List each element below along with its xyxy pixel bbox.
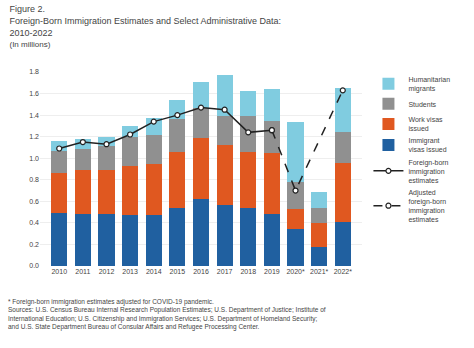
svg-text:2022*: 2022* [334, 268, 353, 275]
svg-text:Adjustedforeign-bornimmigratio: Adjustedforeign-bornimmigrationestimates [408, 189, 446, 223]
svg-text:2017: 2017 [217, 268, 233, 275]
svg-text:2011: 2011 [75, 268, 90, 275]
svg-text:0.2: 0.2 [29, 241, 39, 248]
svg-text:2012: 2012 [99, 268, 115, 275]
svg-text:1.0: 1.0 [29, 155, 39, 162]
svg-text:2014: 2014 [146, 268, 162, 275]
svg-text:Immigrantvisas issued: Immigrantvisas issued [408, 137, 446, 153]
svg-text:2019: 2019 [264, 268, 280, 275]
svg-text:1.4: 1.4 [29, 112, 39, 119]
svg-text:2015: 2015 [170, 268, 186, 275]
svg-text:2013: 2013 [122, 268, 138, 275]
svg-text:Foreign-bornimmigrationestimat: Foreign-bornimmigrationestimates [408, 159, 448, 184]
svg-text:Humanitarianmigrants: Humanitarianmigrants [408, 76, 450, 93]
svg-text:2020*: 2020* [286, 268, 305, 275]
svg-text:2016: 2016 [193, 268, 209, 275]
svg-text:1.2: 1.2 [29, 133, 39, 140]
svg-text:2010: 2010 [51, 268, 67, 275]
svg-text:* Foreign-born immigration est: * Foreign-born immigration estimates adj… [8, 298, 326, 331]
svg-text:Work visasissued: Work visasissued [408, 116, 443, 132]
svg-text:0.4: 0.4 [29, 219, 39, 226]
svg-text:1.6: 1.6 [29, 90, 39, 97]
svg-text:Figure 2.Foreign-Born Immigrat: Figure 2.Foreign-Born Immigration Estima… [9, 4, 281, 49]
svg-text:2021*: 2021* [310, 268, 329, 275]
svg-text:0.6: 0.6 [29, 198, 39, 205]
svg-text:2018: 2018 [240, 268, 256, 275]
svg-text:0.8: 0.8 [29, 176, 39, 183]
svg-text:1.8: 1.8 [29, 68, 39, 75]
svg-text:Students: Students [408, 101, 436, 108]
svg-text:0.0: 0.0 [29, 262, 39, 269]
